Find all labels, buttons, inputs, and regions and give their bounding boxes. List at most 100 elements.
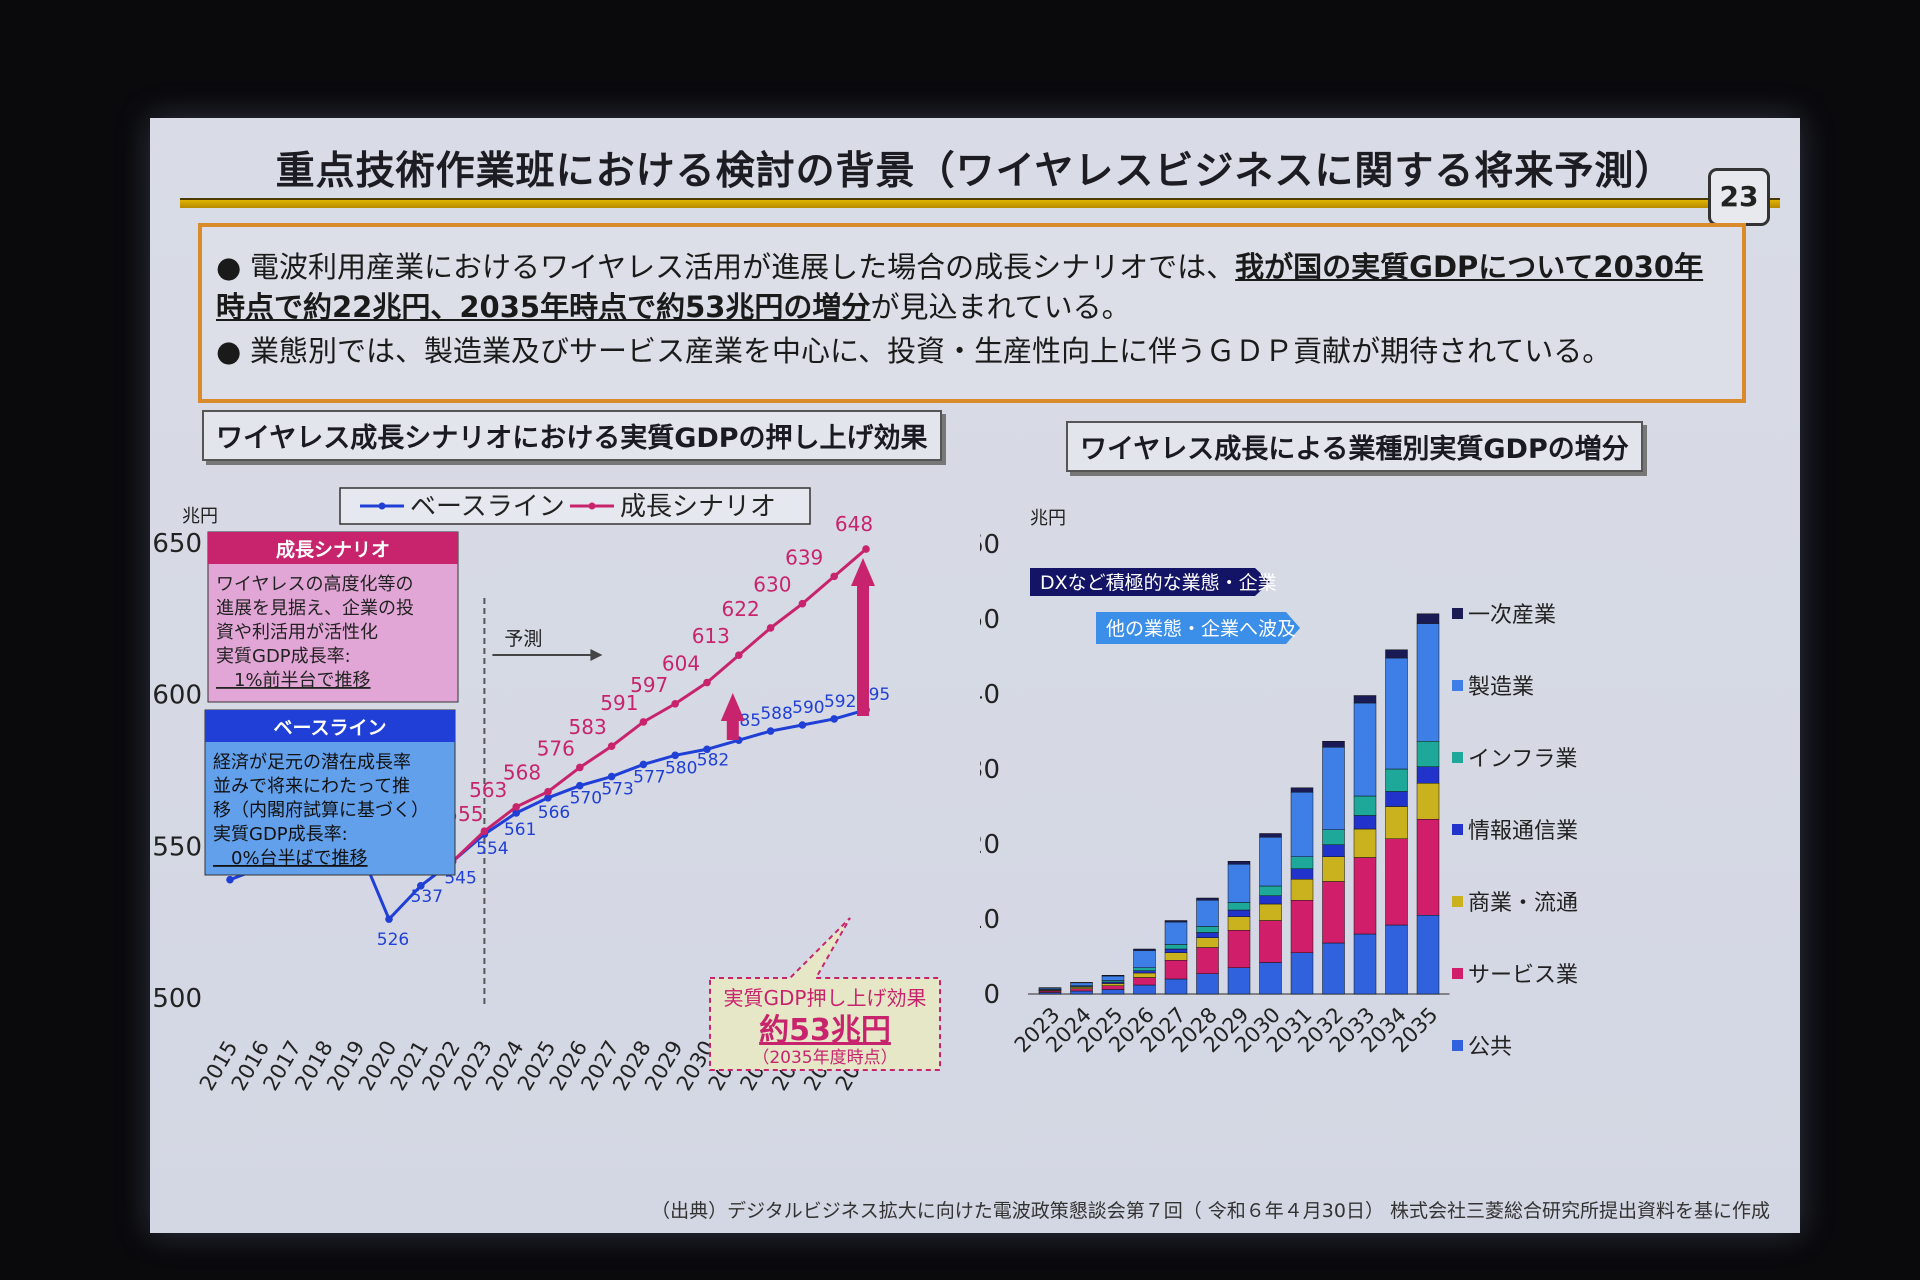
data-point bbox=[830, 715, 838, 723]
bar-segment bbox=[1164, 921, 1188, 945]
baseline-info-line: 並みで将来にわたって推 bbox=[213, 776, 410, 797]
data-point bbox=[607, 772, 616, 781]
bar-segment bbox=[1290, 879, 1314, 901]
bar-segment bbox=[1070, 982, 1093, 986]
bar-segment bbox=[1322, 741, 1345, 748]
data-point bbox=[385, 915, 393, 923]
uplift-callout bbox=[709, 917, 941, 1071]
bar-segment bbox=[1196, 973, 1219, 995]
data-label: 580 bbox=[665, 758, 697, 778]
bar-segment bbox=[1322, 747, 1345, 830]
data-point bbox=[671, 699, 679, 708]
source-note: （出典）デジタルビジネス拡大に向けた電波政策懇談会第７回（ 令和６年４月30日）… bbox=[651, 1200, 1770, 1222]
data-label: 639 bbox=[785, 545, 823, 569]
left-panel-title: ワイヤレス成長シナリオにおける実質GDPの押し上げ効果 bbox=[202, 410, 942, 461]
data-label: 566 bbox=[538, 803, 570, 823]
bar-segment bbox=[1164, 978, 1188, 995]
page-number: 23 bbox=[1708, 168, 1770, 226]
baseline-info-line: 実質GDP成長率: bbox=[213, 824, 348, 845]
bar-segment bbox=[1101, 975, 1125, 981]
data-point bbox=[703, 745, 711, 754]
bar-segment bbox=[1259, 903, 1282, 921]
bar-segment bbox=[1133, 950, 1156, 968]
bar-segment bbox=[1322, 856, 1345, 882]
legend-label: 公共 bbox=[1468, 1035, 1512, 1060]
y-tick-label: 60 bbox=[980, 530, 1000, 560]
data-label: 591 bbox=[600, 691, 638, 715]
uplift-arrow-small-icon bbox=[720, 693, 745, 740]
bar-segment bbox=[1133, 972, 1156, 978]
legend-label: サービス業 bbox=[1468, 963, 1578, 988]
bar-segment bbox=[1259, 895, 1282, 905]
bar-segment bbox=[1133, 967, 1156, 971]
bullet-1-text: 電波利用産業におけるワイヤレス活用が進展した場合の成長シナリオでは、 bbox=[250, 250, 1236, 284]
data-point bbox=[830, 572, 838, 581]
bar-segment bbox=[1290, 952, 1314, 995]
data-label: 563 bbox=[469, 778, 507, 802]
title-rule bbox=[180, 198, 1780, 208]
bar-segment bbox=[1353, 795, 1377, 816]
bar-segment bbox=[1416, 915, 1440, 995]
data-point bbox=[607, 742, 616, 751]
legend-label: 成長シナリオ bbox=[620, 492, 776, 522]
uplift-callout-line1: 実質GDP押し上げ効果 bbox=[724, 986, 927, 1010]
bar-segment bbox=[1164, 948, 1188, 953]
y-tick-label: 650 bbox=[152, 529, 202, 559]
uplift-callout-value: 約53兆円 bbox=[759, 1013, 891, 1048]
legend-swatch bbox=[1452, 608, 1463, 619]
legend-swatch bbox=[1452, 968, 1463, 979]
bullet-1-suffix: が見込まれている。 bbox=[870, 290, 1131, 324]
bar-segment bbox=[1196, 932, 1219, 938]
data-label: 613 bbox=[692, 624, 730, 648]
bar-segment bbox=[1038, 987, 1062, 989]
y-tick-label: 20 bbox=[980, 830, 1000, 860]
bar-segment bbox=[1196, 897, 1219, 901]
growth-info-line: ワイヤレスの高度化等の bbox=[216, 574, 413, 595]
bar-segment bbox=[1101, 983, 1125, 986]
y-tick-label: 30 bbox=[980, 755, 1000, 785]
bar-segment bbox=[1133, 948, 1156, 951]
bar-segment bbox=[1416, 741, 1440, 767]
data-label: 568 bbox=[503, 761, 541, 785]
baseline-info-line: 移（内閣府試算に基づく） bbox=[213, 800, 429, 821]
slide-title: 重点技術作業班における検討の背景（ワイヤレスビジネスに関する将来予測） bbox=[275, 149, 1675, 194]
data-point bbox=[639, 718, 648, 726]
bullet-1-emphasis-b: 時点で約22兆円、2035年時点で約53兆円の増分 bbox=[216, 290, 871, 324]
bar-segment bbox=[1133, 977, 1156, 986]
bullet-1: ● 電波利用産業におけるワイヤレス活用が進展した場合の成長シナリオでは、我が国の実… bbox=[216, 247, 1716, 327]
bar-segment bbox=[1353, 857, 1377, 935]
data-point bbox=[544, 794, 552, 802]
y-unit-label: 兆円 bbox=[1030, 508, 1066, 529]
data-point bbox=[671, 751, 679, 760]
baseline-info-line: 経済が足元の潜在成長率 bbox=[213, 752, 411, 773]
data-label: 573 bbox=[601, 780, 633, 800]
data-point bbox=[798, 599, 807, 608]
bar-segment bbox=[1227, 916, 1251, 931]
bar-segment bbox=[1322, 942, 1345, 995]
data-label: 554 bbox=[476, 839, 508, 859]
baseline-info-title: ベースライン bbox=[273, 717, 386, 739]
legend-label: ベースライン bbox=[410, 492, 565, 522]
bar-segment bbox=[1322, 829, 1345, 845]
data-point bbox=[226, 875, 234, 884]
bar-segment bbox=[1259, 962, 1282, 995]
baseline-info-header bbox=[205, 710, 455, 742]
bar-segment bbox=[1385, 924, 1408, 995]
uplift-arrow-large-icon bbox=[851, 558, 875, 716]
legend-label: 情報通信業 bbox=[1468, 819, 1578, 844]
legend-label: インフラ業 bbox=[1468, 747, 1577, 772]
bar-segment bbox=[1353, 933, 1377, 995]
y-tick-label: 50 bbox=[980, 605, 1000, 635]
bar-segment bbox=[1133, 984, 1156, 995]
bar-segment bbox=[1227, 909, 1251, 917]
data-point bbox=[735, 651, 743, 660]
bar-segment bbox=[1196, 926, 1219, 933]
data-point bbox=[766, 727, 775, 735]
growth-info-line: 実質GDP成長率: bbox=[216, 646, 351, 667]
bar-segment bbox=[1164, 960, 1188, 980]
bullet-1-emphasis-a: 我が国の実質GDPについて2030年 bbox=[1235, 250, 1704, 284]
growth-info-line: 1%前半台で推移 bbox=[216, 670, 371, 691]
data-label: 604 bbox=[662, 652, 700, 676]
bar-segment bbox=[1227, 861, 1251, 865]
